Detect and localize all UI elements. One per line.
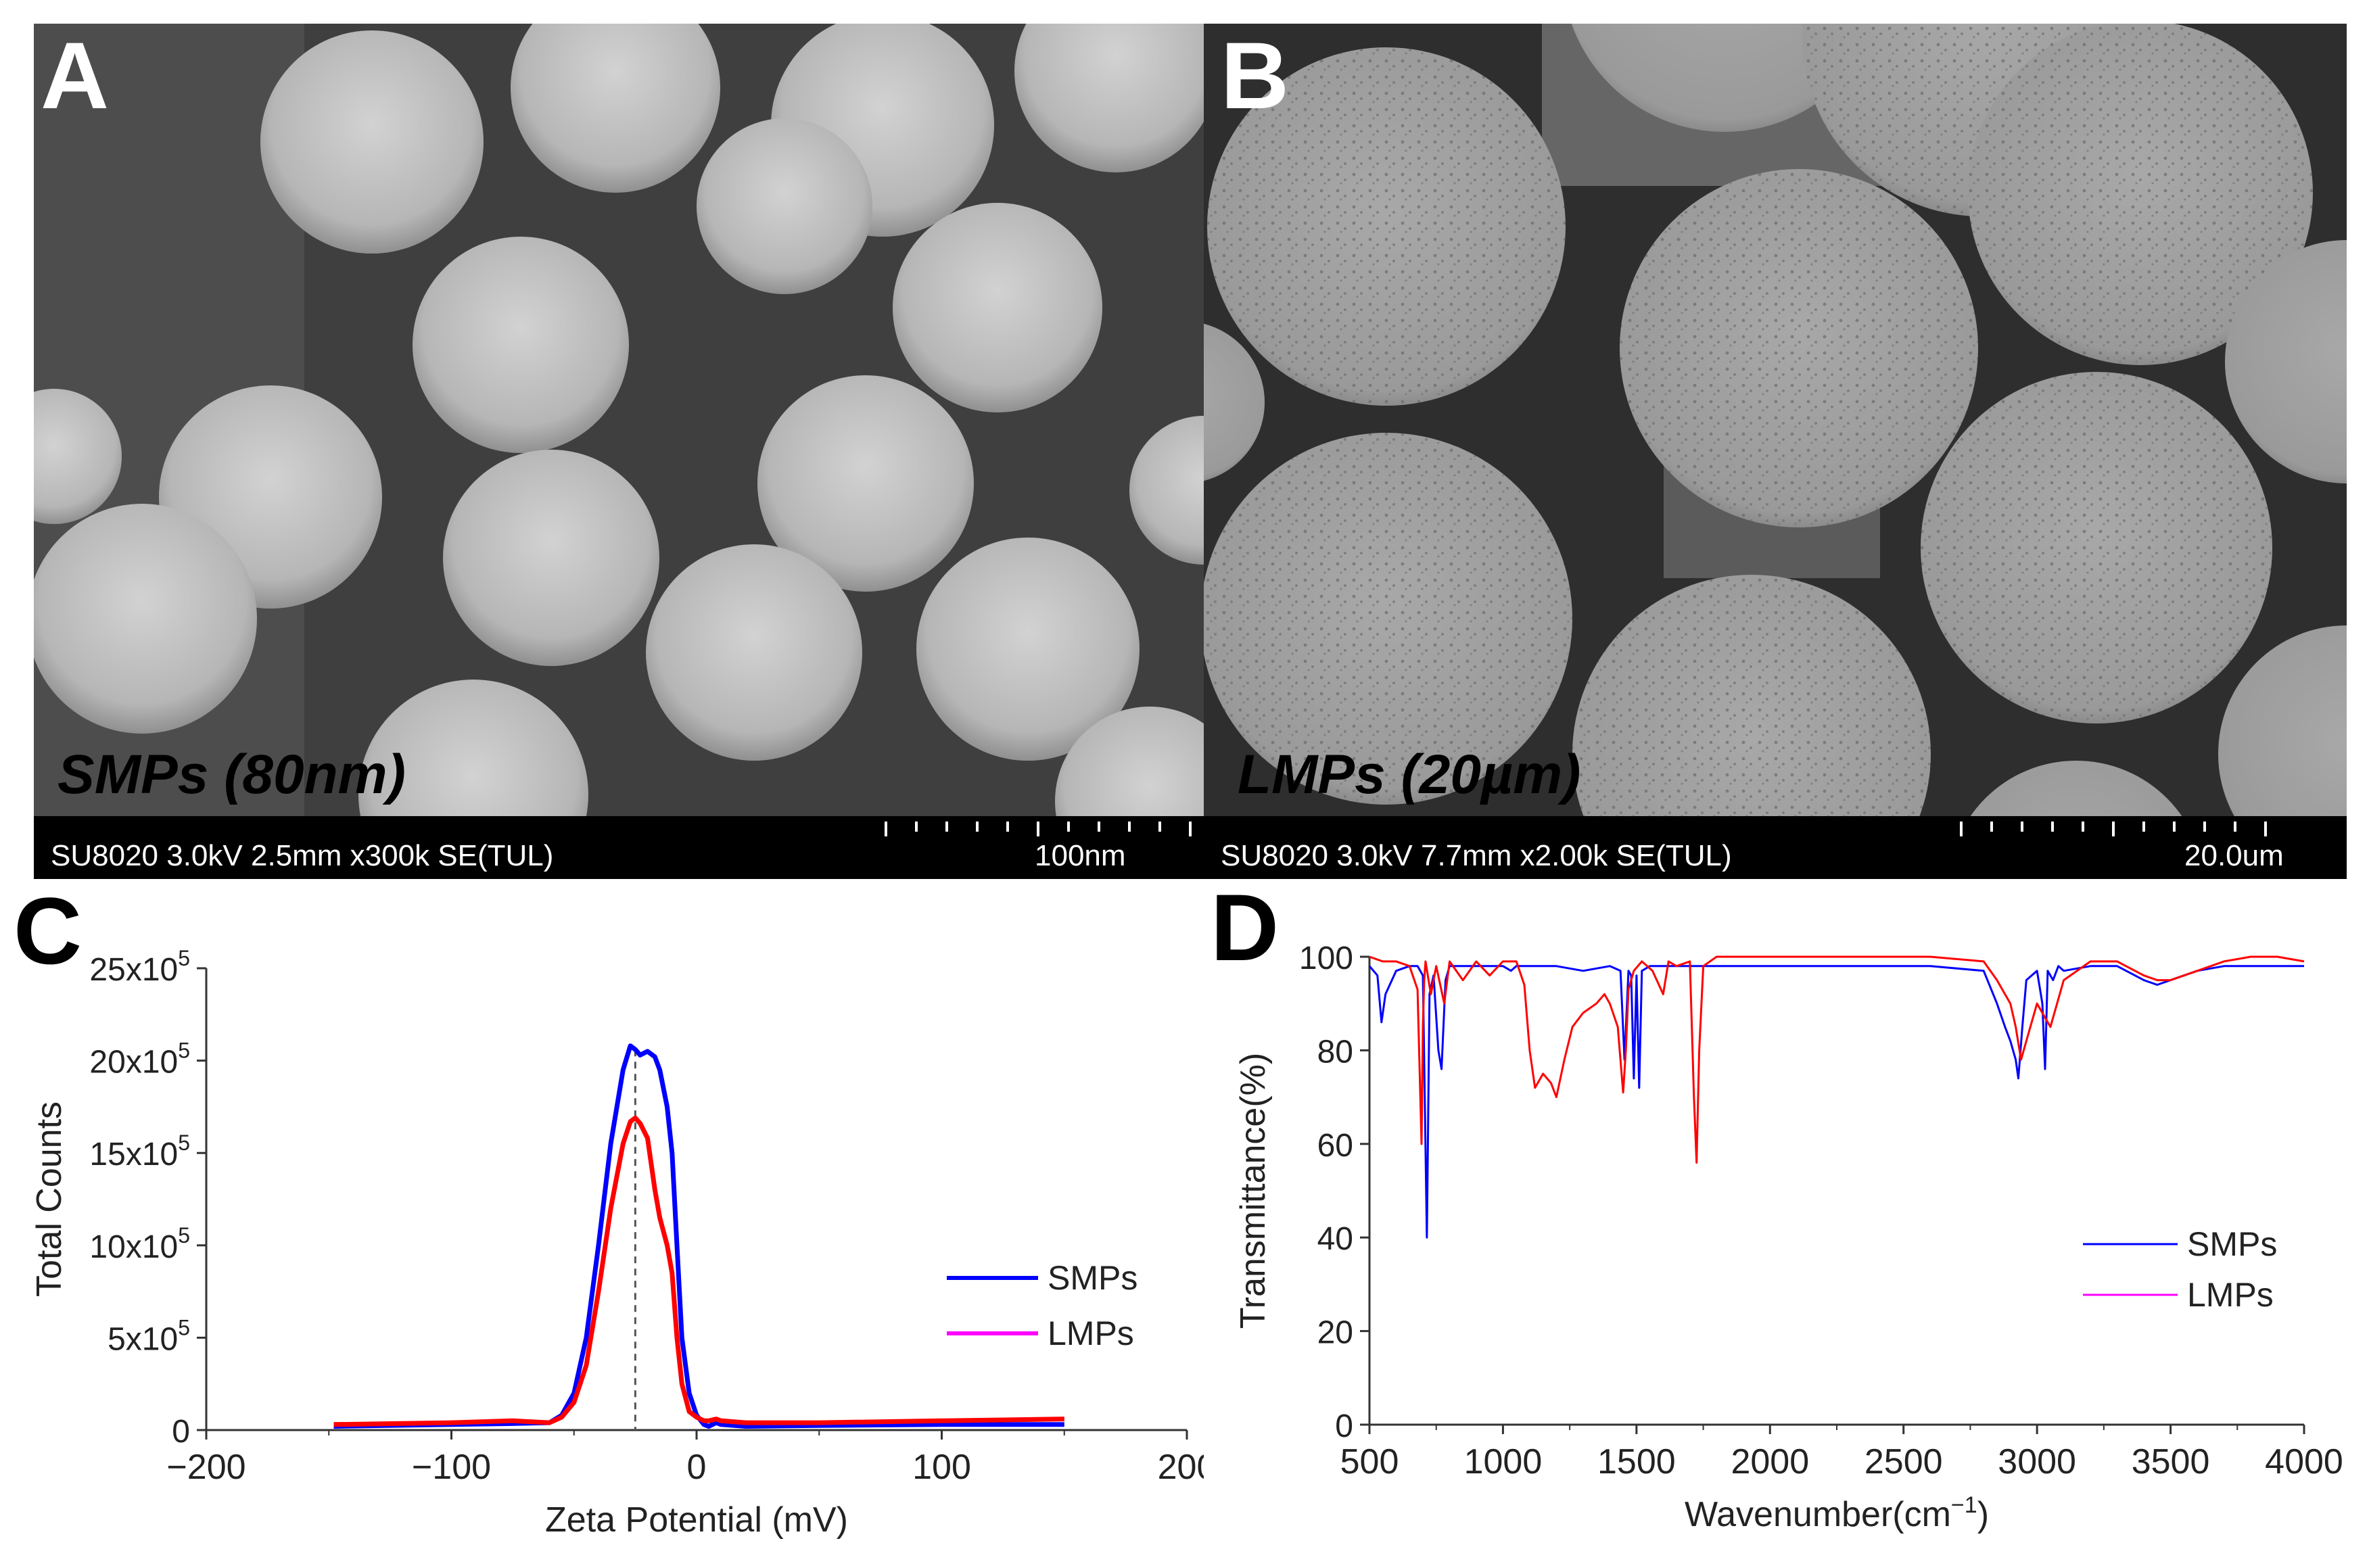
x-tick-label: −100 xyxy=(412,1448,491,1487)
particle-field-lmps xyxy=(1204,24,2347,879)
sem-label-lmps: LMPs (20µm) xyxy=(1238,744,1580,805)
x-axis-label: Zeta Potential (mV) xyxy=(545,1500,848,1540)
tick-labels: −200 −100 0 100 200 0 5x105 10x105 15x105 20x105 2… xyxy=(89,946,1204,1487)
panel-letter-b: B xyxy=(1221,24,1289,128)
ftir-chart-svg: D 500 1000 1500 2000 2500 3000 3500 4000 0 20 40 60… xyxy=(1211,879,2343,1534)
legend: SMPs LMPs xyxy=(947,1259,1137,1352)
x-tick-label: 200 xyxy=(1158,1448,1204,1487)
sem-info-bar xyxy=(1204,816,2347,879)
zeta-potential-chart: C −200 −100 0 100 200 0 5x105 10x105 15x105 20x10… xyxy=(0,879,1204,1568)
x-tick-label: −200 xyxy=(166,1448,245,1487)
series-line-smps xyxy=(1368,965,2304,1239)
chart-axes xyxy=(197,967,1188,1440)
x-axis-label: Wavenumber(cm−1) xyxy=(1685,1492,1989,1534)
legend: SMPs LMPs xyxy=(2083,1225,2277,1314)
legend-label-lmps: LMPs xyxy=(1048,1314,1134,1352)
sem-panel-lmps: B LMPs (20µm) SU8020 3.0kV 7.7mm x2.00k … xyxy=(1204,24,2347,879)
ftir-chart: D 500 1000 1500 2000 2500 3000 3500 4000 0 20 40 60… xyxy=(1204,879,2369,1568)
panel-letter-d: D xyxy=(1211,879,1279,980)
scale-label: 100nm xyxy=(1035,839,1126,872)
y-tick-label: 25x105 xyxy=(89,946,190,988)
zeta-chart-svg: C −200 −100 0 100 200 0 5x105 10x105 15x105 20x10… xyxy=(14,879,1204,1540)
y-tick-label: 20x105 xyxy=(89,1039,190,1080)
y-tick-label: 10x105 xyxy=(89,1223,190,1265)
scale-label: 20.0um xyxy=(2184,839,2284,872)
chart-axes xyxy=(1360,955,2305,1434)
chart-series xyxy=(1368,955,2305,1239)
tick-labels: 500 1000 1500 2000 2500 3000 3500 4000 0 20 40 60 80… xyxy=(1299,941,2343,1481)
y-tick-label: 100 xyxy=(1299,941,1353,976)
legend-label-smps: SMPs xyxy=(1048,1259,1137,1297)
x-tick-label: 4000 xyxy=(2265,1442,2343,1481)
x-tick-label: 1500 xyxy=(1597,1442,1676,1481)
y-axis-label: Total Counts xyxy=(30,1101,69,1297)
y-tick-label: 60 xyxy=(1317,1128,1353,1164)
panel-letter-c: C xyxy=(14,879,82,984)
x-axis-label-tail: ) xyxy=(1977,1495,1989,1534)
scale-bar xyxy=(1960,822,2267,836)
y-tick-label: 0 xyxy=(172,1414,190,1450)
y-tick-label: 80 xyxy=(1317,1034,1353,1070)
panel-letter-a: A xyxy=(41,24,109,128)
chart-series xyxy=(333,1043,1064,1429)
y-tick-label: 20 xyxy=(1317,1315,1353,1351)
series-line-smps xyxy=(333,1043,1064,1429)
sem-label-smps: SMPs (80nm) xyxy=(57,744,406,805)
x-tick-label: 3000 xyxy=(1998,1442,2076,1481)
legend-label-smps: SMPs xyxy=(2187,1225,2277,1263)
y-tick-label: 40 xyxy=(1317,1221,1353,1257)
y-tick-label: 15x105 xyxy=(89,1131,190,1172)
x-axis-label-base: Wavenumber(cm xyxy=(1685,1495,1951,1534)
y-tick-label: 5x105 xyxy=(108,1315,190,1357)
sem-image-lmps: B LMPs (20µm) SU8020 3.0kV 7.7mm x2.00k … xyxy=(1204,24,2347,879)
y-axis-label: Transmittance(%) xyxy=(1234,1053,1273,1329)
scale-bar xyxy=(885,822,1192,836)
sem-info-text: SU8020 3.0kV 2.5mm x300k SE(TUL) xyxy=(51,839,553,872)
x-tick-label: 1000 xyxy=(1464,1442,1543,1481)
x-tick-label: 0 xyxy=(687,1448,707,1487)
x-tick-label: 100 xyxy=(912,1448,971,1487)
legend-label-lmps: LMPs xyxy=(2187,1276,2274,1314)
x-axis-label-exponent: −1 xyxy=(1951,1492,1977,1518)
x-tick-label: 3500 xyxy=(2132,1442,2210,1481)
x-tick-label: 2000 xyxy=(1731,1442,1809,1481)
sem-panel-smps: A SMPs (80nm) SU8020 3.0kV 2.5mm x300k S… xyxy=(34,24,1204,879)
x-tick-label: 500 xyxy=(1340,1442,1399,1481)
sem-image-smps: A SMPs (80nm) SU8020 3.0kV 2.5mm x300k S… xyxy=(34,24,1204,879)
x-tick-label: 2500 xyxy=(1864,1442,1943,1481)
sem-info-text: SU8020 3.0kV 7.7mm x2.00k SE(TUL) xyxy=(1221,839,1732,872)
series-line-lmps xyxy=(1369,955,2305,1164)
series-line-lmps xyxy=(333,1115,1064,1427)
y-tick-label: 0 xyxy=(1335,1408,1353,1444)
